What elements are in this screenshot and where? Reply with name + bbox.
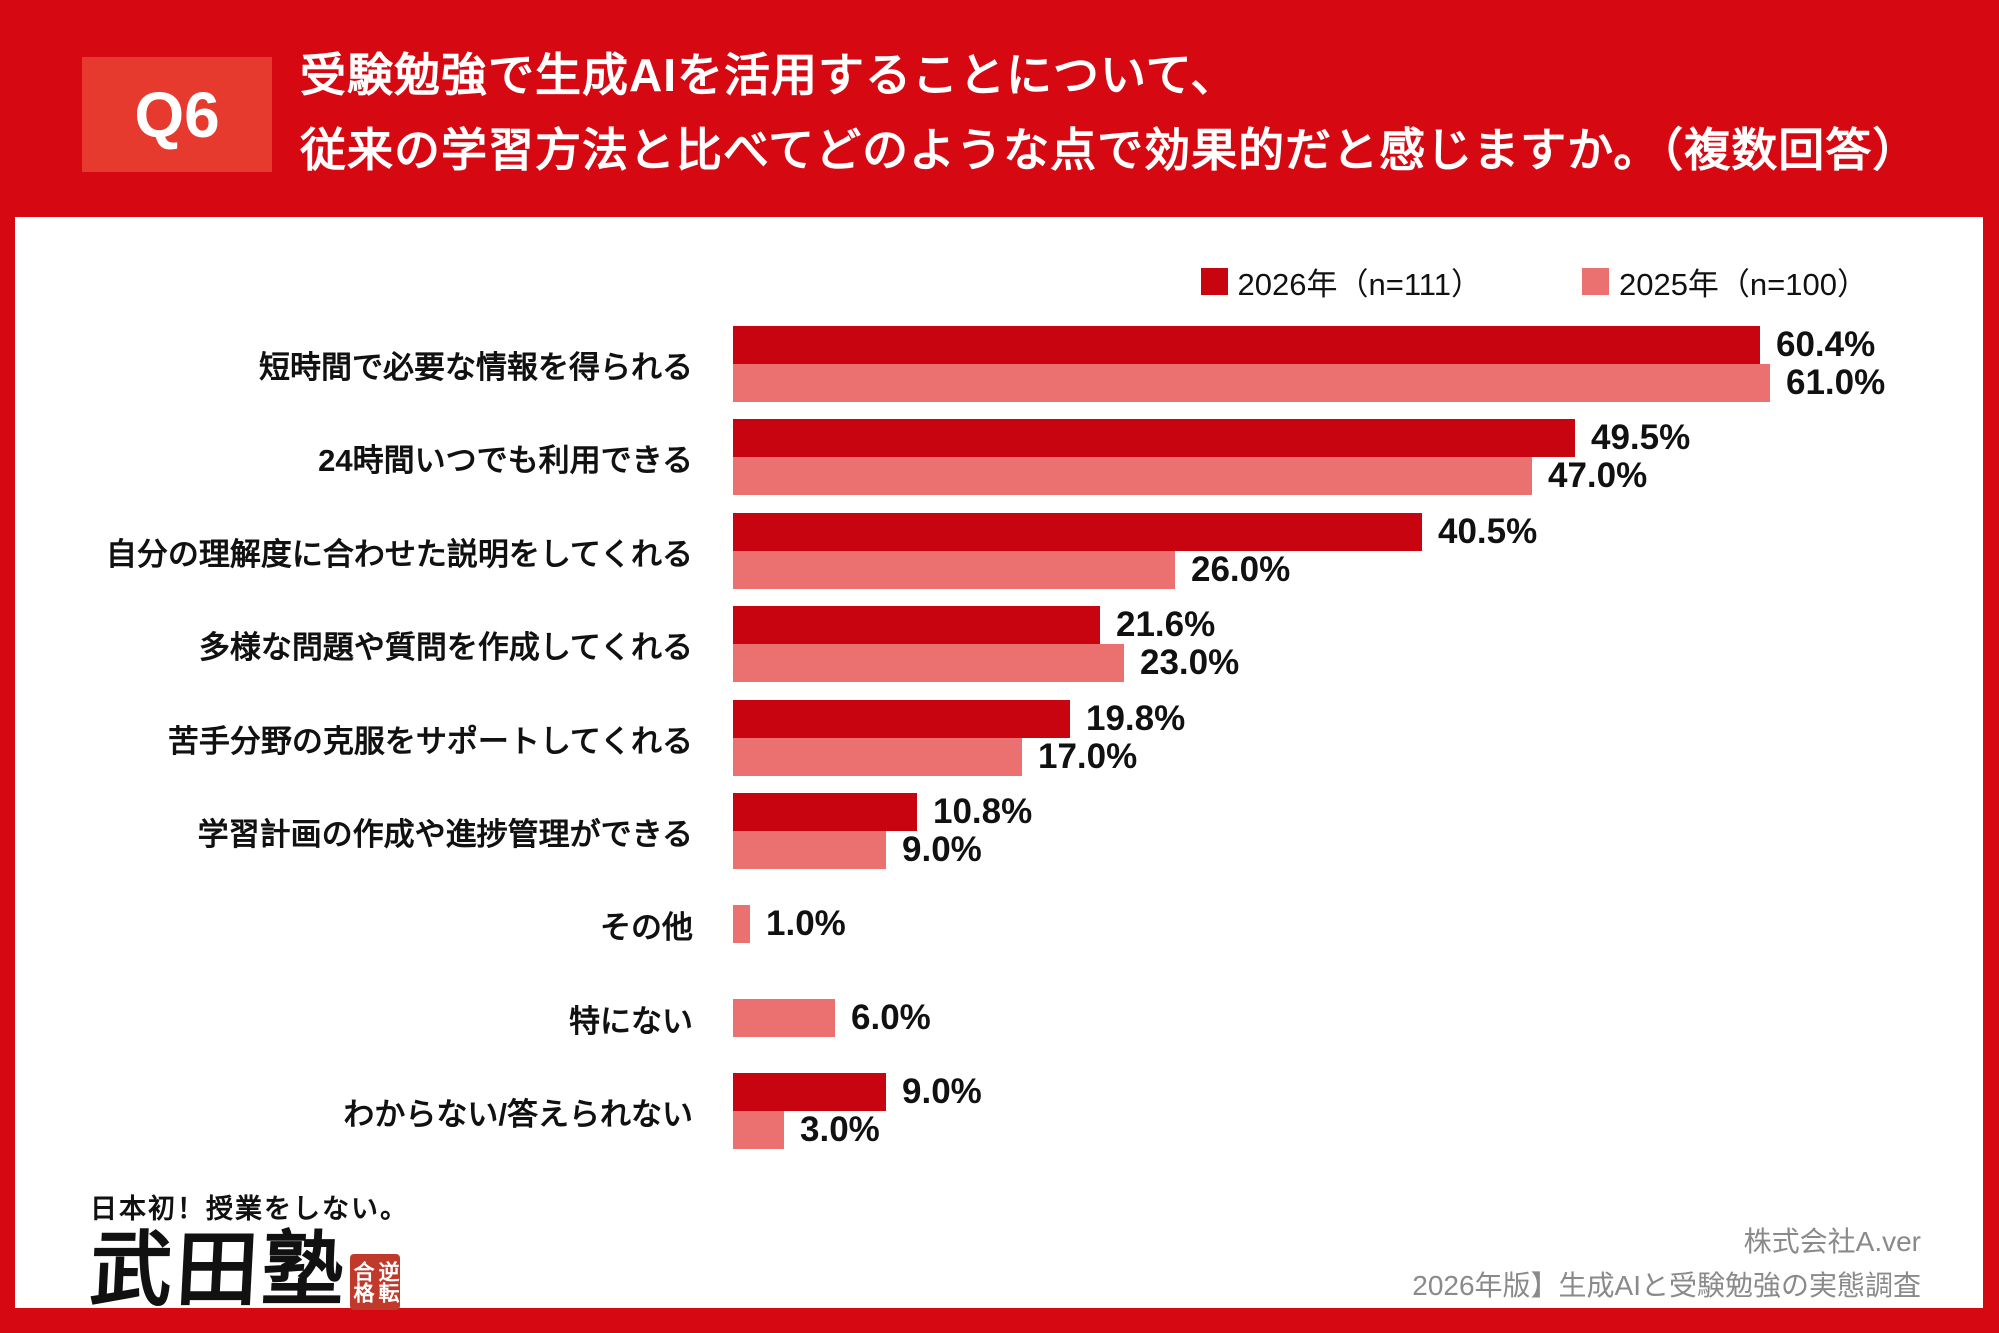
bar-line-2025: 47.0% bbox=[733, 456, 1648, 495]
chart-row: 学習計画の作成や進捗管理ができる 10.8% 9.0% bbox=[15, 792, 1983, 869]
bar-2026 bbox=[733, 326, 1760, 364]
bar-2026 bbox=[733, 606, 1100, 644]
bar-line-2025: 1.0% bbox=[733, 904, 846, 943]
bar-line-2026: 19.8% bbox=[733, 699, 1186, 738]
value-label: 9.0% bbox=[902, 830, 982, 869]
category-label: 自分の理解度に合わせた説明をしてくれる bbox=[105, 536, 693, 572]
value-label: 21.6% bbox=[1116, 605, 1216, 644]
legend-label-2026: 2026年（n=111） bbox=[1237, 267, 1482, 302]
category-label: 多様な問題や質問を作成してくれる bbox=[198, 629, 693, 665]
value-label: 23.0% bbox=[1140, 643, 1240, 682]
takeda-juku-logo: 日本初！授業をしない。 武田塾 逆転 合格 bbox=[87, 1187, 409, 1316]
value-label: 17.0% bbox=[1038, 737, 1138, 776]
bar-2026 bbox=[733, 419, 1575, 457]
logo-seal-left-column: 合格 bbox=[351, 1261, 375, 1303]
chart-row: 特にない 6.0% bbox=[15, 980, 1983, 1056]
question-badge: Q6 bbox=[82, 57, 272, 172]
bar-2026 bbox=[733, 513, 1422, 551]
question-title: 受験勉強で生成AIを活用することについて、 従来の学習方法と比べてどのような点で… bbox=[300, 38, 1919, 188]
bar-2025 bbox=[733, 738, 1022, 776]
bar-2025 bbox=[733, 457, 1532, 495]
legend-swatch-2026 bbox=[1200, 268, 1228, 295]
logo-seal-right-column: 逆転 bbox=[376, 1261, 400, 1303]
bar-2025 bbox=[733, 905, 750, 943]
bar-2025 bbox=[733, 831, 886, 869]
category-label: 短時間で必要な情報を得られる bbox=[259, 349, 693, 385]
legend-item-2026: 2026年（n=111） bbox=[1200, 259, 1482, 304]
chart-row: わからない/答えられない 9.0% 3.0% bbox=[15, 1072, 1983, 1149]
chart-row: 苦手分野の克服をサポートしてくれる 19.8% 17.0% bbox=[15, 699, 1983, 776]
chart-legend: 2026年（n=111） 2025年（n=100） bbox=[1200, 259, 1868, 304]
bar-2025 bbox=[733, 364, 1770, 402]
value-label: 47.0% bbox=[1548, 456, 1648, 495]
category-label: 学習計画の作成や進捗管理ができる bbox=[197, 816, 693, 852]
bar-line-2025: 3.0% bbox=[733, 1110, 880, 1149]
value-label: 26.0% bbox=[1191, 550, 1291, 589]
question-title-line-1: 受験勉強で生成AIを活用することについて、 bbox=[300, 49, 1238, 101]
bar-2025 bbox=[733, 999, 835, 1037]
bar-line-2025: 61.0% bbox=[733, 363, 1886, 402]
bar-line-2026: 10.8% bbox=[733, 792, 1033, 831]
bar-line-2025: 17.0% bbox=[733, 737, 1138, 776]
chart-row: その他 1.0% bbox=[15, 886, 1983, 962]
chart-row: 短時間で必要な情報を得られる 60.4% 61.0% bbox=[15, 325, 1983, 402]
value-label: 9.0% bbox=[902, 1072, 982, 1111]
question-title-line-2: 従来の学習方法と比べてどのような点で効果的だと感じますか。（複数回答） bbox=[300, 124, 1920, 176]
chart-row: 自分の理解度に合わせた説明をしてくれる 40.5% 26.0% bbox=[15, 512, 1983, 589]
logo-seal: 逆転 合格 bbox=[350, 1254, 401, 1310]
category-label: その他 bbox=[600, 909, 693, 945]
value-label: 3.0% bbox=[800, 1110, 880, 1149]
bar-2026 bbox=[733, 700, 1070, 738]
category-label: 苦手分野の克服をサポートしてくれる bbox=[167, 723, 693, 759]
bar-line-2026: 40.5% bbox=[733, 512, 1538, 551]
category-label: 特にない bbox=[569, 1003, 693, 1039]
bar-line-2026: 9.0% bbox=[733, 1072, 982, 1111]
category-label: 24時間いつでも利用できる bbox=[318, 442, 693, 478]
value-label: 10.8% bbox=[933, 792, 1033, 831]
bar-2025 bbox=[733, 644, 1124, 682]
bar-chart: 短時間で必要な情報を得られる 60.4% 61.0% 24時間いつでも利用できる 49.… bbox=[15, 217, 1983, 1308]
bar-line-2025: 9.0% bbox=[733, 830, 982, 869]
legend-swatch-2025 bbox=[1581, 268, 1609, 295]
value-label: 40.5% bbox=[1438, 512, 1538, 551]
bar-line-2025: 23.0% bbox=[733, 643, 1240, 682]
value-label: 49.5% bbox=[1591, 418, 1691, 457]
bar-2025 bbox=[733, 1111, 784, 1149]
legend-item-2025: 2025年（n=100） bbox=[1581, 259, 1868, 304]
bar-line-2026: 21.6% bbox=[733, 605, 1216, 644]
logo-tagline: 日本初！授業をしない。 bbox=[90, 1194, 409, 1224]
logo-name: 武田塾 bbox=[87, 1225, 351, 1316]
bar-line-2025: 26.0% bbox=[733, 550, 1291, 589]
value-label: 1.0% bbox=[766, 904, 846, 943]
chart-row: 多様な問題や質問を作成してくれる 21.6% 23.0% bbox=[15, 605, 1983, 682]
bar-2026 bbox=[733, 1073, 886, 1111]
company-name: 株式会社A.ver bbox=[1743, 1226, 1921, 1257]
bar-2026 bbox=[733, 793, 917, 831]
bar-2025 bbox=[733, 551, 1175, 589]
chart-row: 24時間いつでも利用できる 49.5% 47.0% bbox=[15, 418, 1983, 495]
bar-line-2026: 49.5% bbox=[733, 418, 1691, 457]
value-label: 61.0% bbox=[1786, 363, 1886, 402]
legend-label-2025: 2025年（n=100） bbox=[1618, 267, 1868, 302]
category-label: わからない/答えられない bbox=[343, 1096, 693, 1132]
credit-block: 株式会社A.ver 2026年版】生成AIと受験勉強の実態調査 bbox=[1412, 1220, 1921, 1308]
value-label: 60.4% bbox=[1776, 325, 1876, 364]
chart-card: 2026年（n=111） 2025年（n=100） 短時間で必要な情報を得られる… bbox=[15, 217, 1983, 1316]
survey-title: 2026年版】生成AIと受験勉強の実態調査 bbox=[1412, 1270, 1921, 1301]
bar-line-2026: 60.4% bbox=[733, 325, 1876, 364]
bar-line-2025: 6.0% bbox=[733, 998, 931, 1037]
value-label: 19.8% bbox=[1086, 699, 1186, 738]
value-label: 6.0% bbox=[851, 998, 931, 1037]
